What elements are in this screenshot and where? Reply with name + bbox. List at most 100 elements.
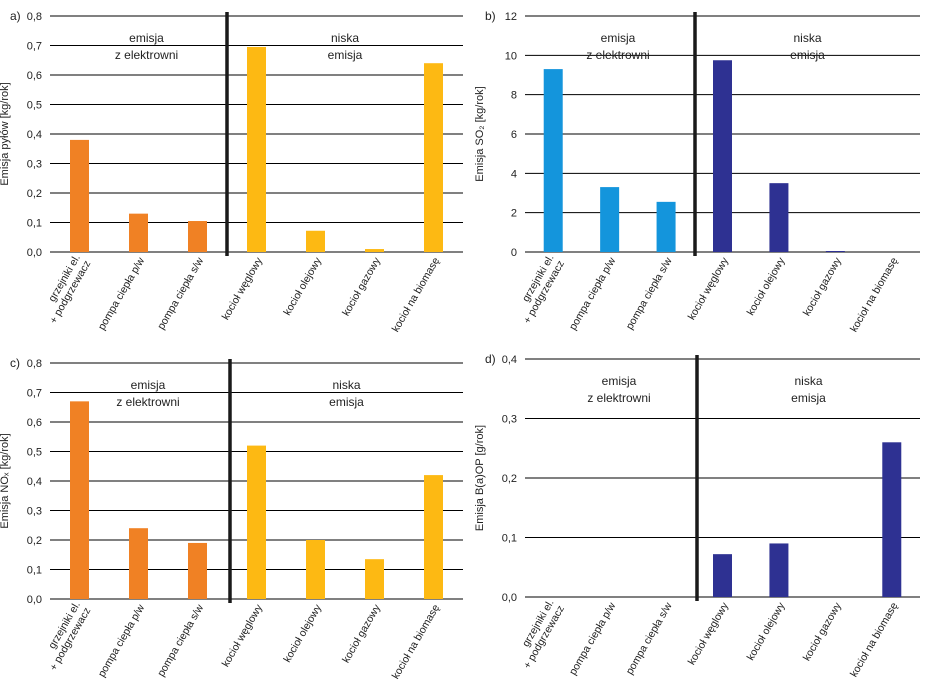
bar — [424, 63, 443, 253]
x-category-label: pompa ciepła p/w — [96, 602, 147, 679]
y-tick-label: 0,3 — [27, 159, 42, 171]
panel-label: d) — [485, 352, 496, 366]
region-label-right: emisja — [328, 48, 363, 62]
region-label-left: emisja — [129, 31, 164, 45]
x-category-line: kocioł na biomasę — [390, 602, 442, 681]
x-category-label: kocioł węglowy — [686, 600, 732, 667]
bar — [129, 213, 148, 252]
y-tick-label: 0,1 — [27, 218, 42, 230]
panel-label: c) — [10, 356, 20, 370]
x-category-label: kocioł gazowy — [801, 255, 844, 318]
bar — [713, 554, 732, 597]
x-category-label: grzejniki el.+ podgrzewacz — [511, 598, 567, 671]
x-category-label: pompa ciepła s/w — [155, 255, 206, 332]
x-category-label: kocioł gazowy — [340, 255, 383, 318]
bar — [543, 69, 563, 252]
x-category-line: pompa ciepła p/w — [567, 255, 618, 332]
x-category-label: pompa ciepła s/w — [624, 255, 675, 332]
bar — [656, 201, 676, 252]
y-tick-label: 0,4 — [502, 354, 517, 366]
x-category-line: kocioł węglowy — [686, 255, 732, 322]
y-tick-label: 0,4 — [27, 129, 42, 141]
y-tick-label: 12 — [505, 11, 517, 23]
bar — [306, 540, 325, 599]
x-category-label: pompa ciepła s/w — [624, 600, 675, 677]
y-tick-label: 0,5 — [27, 100, 42, 112]
x-category-label: grzejniki el.+ podgrzewacz — [37, 253, 93, 326]
y-tick-label: 0,4 — [27, 476, 42, 488]
y-tick-label: 0,0 — [502, 592, 517, 604]
region-label-left: emisja — [131, 378, 166, 392]
bar — [70, 139, 89, 252]
x-category-line: kocioł gazowy — [801, 600, 844, 663]
x-category-label: pompa ciepła p/w — [567, 255, 618, 332]
x-category-label: kocioł na biomasę — [848, 255, 900, 334]
region-label-right: emisja — [790, 48, 825, 62]
x-category-line: kocioł olejowy — [745, 600, 788, 663]
y-axis-label: Emisja NOₓ [kg/rok] — [0, 433, 11, 528]
x-category-line: pompa ciepła s/w — [155, 255, 206, 332]
y-tick-label: 2 — [511, 208, 517, 220]
x-category-label: kocioł węglowy — [686, 255, 732, 322]
y-tick-label: 6 — [511, 129, 517, 141]
x-category-line: kocioł olejowy — [281, 602, 324, 665]
y-tick-label: 10 — [505, 50, 517, 62]
y-axis-label: Emisja SO₂ [kg/rok] — [474, 86, 486, 181]
bar — [247, 46, 266, 252]
panel-3: c) 0,0 0,1 0,2 0,3 0,4 0,5 0,6 0,7 0,8 Emisja NOₓ … — [0, 356, 463, 681]
bar — [882, 442, 902, 597]
y-tick-label: 0,6 — [27, 70, 42, 82]
x-category-label: grzejniki el.+ podgrzewacz — [37, 600, 93, 673]
bar — [769, 543, 789, 597]
x-category-line: kocioł węglowy — [220, 255, 266, 322]
region-label-right: niska — [794, 374, 822, 388]
x-category-label: kocioł na biomasę — [848, 600, 900, 679]
bar — [365, 559, 384, 599]
x-category-line: kocioł olejowy — [281, 255, 324, 318]
x-category-line: kocioł gazowy — [340, 602, 383, 665]
x-category-line: pompa ciepła s/w — [624, 255, 675, 332]
y-tick-label: 0,1 — [502, 533, 517, 545]
y-tick-label: 0,3 — [27, 506, 42, 518]
panel-label: b) — [485, 9, 496, 23]
x-category-label: grzejniki el.+ podgrzewacz — [511, 253, 567, 326]
y-tick-label: 0,7 — [27, 41, 42, 53]
x-category-label: kocioł gazowy — [340, 602, 383, 665]
bar — [306, 230, 325, 252]
panel-1: a) 0,0 0,1 0,2 0,3 0,4 0,5 0,6 0,7 0,8 Emisja pyłó… — [0, 9, 463, 334]
bar — [129, 528, 148, 599]
x-category-label: kocioł olejowy — [281, 602, 324, 665]
x-category-line: kocioł na biomasę — [390, 255, 442, 334]
x-category-line: kocioł gazowy — [340, 255, 383, 318]
x-category-label: kocioł węglowy — [220, 602, 266, 669]
x-category-label: kocioł gazowy — [801, 600, 844, 663]
y-tick-label: 0,0 — [27, 247, 42, 259]
y-tick-label: 0,8 — [27, 11, 42, 23]
y-tick-label: 0,3 — [502, 414, 517, 426]
x-category-line: pompa ciepła s/w — [155, 602, 206, 679]
region-label-right: emisja — [791, 391, 826, 405]
region-label-left: z elektrowni — [116, 395, 179, 409]
x-category-line: kocioł węglowy — [686, 600, 732, 667]
y-tick-label: 4 — [511, 168, 517, 180]
bar — [70, 401, 89, 599]
panel-4: d) 0,0 0,1 0,2 0,3 0,4 Emisja B(a)OP [g/rok] em… — [474, 352, 920, 679]
x-category-label: kocioł olejowy — [745, 255, 788, 318]
region-label-left: z elektrowni — [115, 48, 178, 62]
x-category-line: kocioł olejowy — [745, 255, 788, 318]
x-category-label: kocioł olejowy — [745, 600, 788, 663]
x-category-line: kocioł na biomasę — [848, 255, 900, 334]
bar — [769, 183, 789, 252]
x-category-line: pompa ciepła p/w — [96, 602, 147, 679]
x-category-line: pompa ciepła s/w — [624, 600, 675, 677]
region-label-right: niska — [331, 31, 359, 45]
x-category-line: pompa ciepła p/w — [567, 600, 618, 677]
bar — [713, 60, 732, 252]
x-category-label: pompa ciepła p/w — [96, 255, 147, 332]
bar — [424, 475, 443, 599]
region-label-right: niska — [793, 31, 821, 45]
x-category-label: pompa ciepła s/w — [155, 602, 206, 679]
y-axis-label: Emisja B(a)OP [g/rok] — [474, 425, 486, 531]
